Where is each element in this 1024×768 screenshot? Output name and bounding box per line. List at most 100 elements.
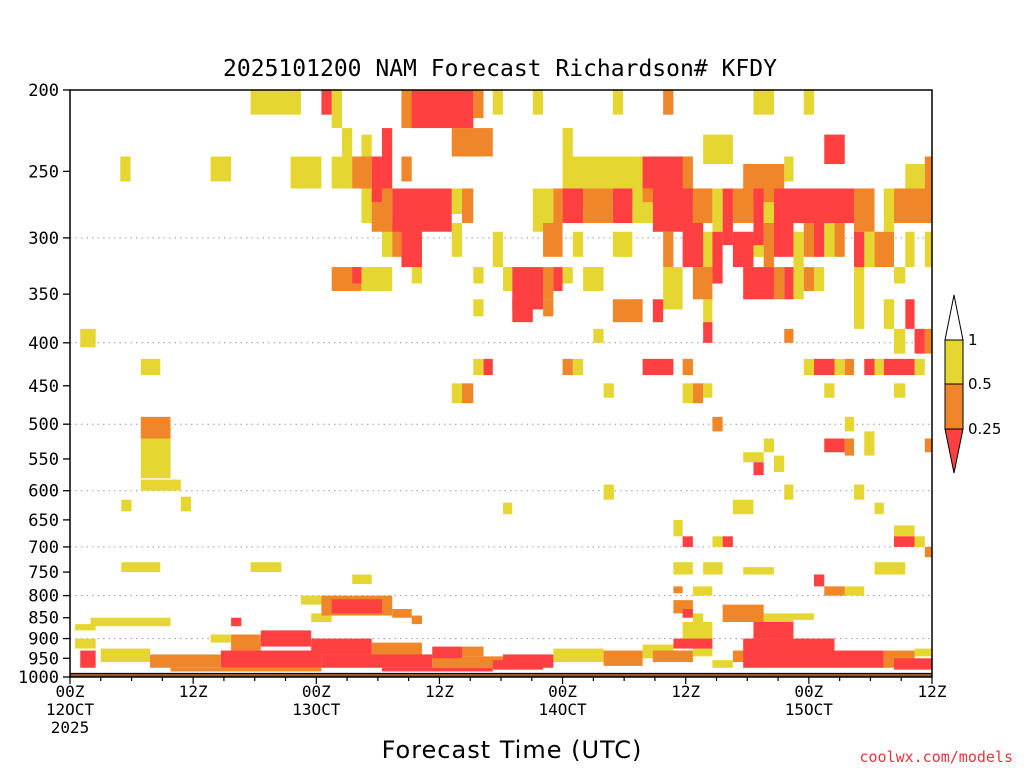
ri-cell bbox=[572, 231, 584, 257]
x-tick-label: 12OCT bbox=[46, 700, 95, 719]
ri-cell bbox=[732, 188, 754, 223]
ri-cell bbox=[682, 609, 693, 618]
ri-cell bbox=[793, 231, 804, 268]
ri-cell bbox=[642, 358, 674, 376]
ri-cell bbox=[753, 462, 764, 476]
ri-cell bbox=[543, 222, 563, 257]
y-tick-label: 650 bbox=[28, 511, 59, 531]
ri-cell bbox=[411, 90, 474, 129]
ri-cell bbox=[462, 383, 474, 404]
ri-cell bbox=[381, 667, 493, 672]
ri-cell bbox=[352, 267, 362, 284]
ri-cell bbox=[763, 222, 774, 268]
ri-cell bbox=[543, 267, 554, 300]
ri-cell bbox=[703, 322, 713, 343]
ri-cell bbox=[451, 383, 463, 404]
ri-cell bbox=[532, 188, 554, 232]
ri-cell bbox=[75, 638, 96, 649]
ri-cell bbox=[80, 650, 96, 668]
ri-cell bbox=[210, 156, 232, 182]
ri-cell bbox=[753, 90, 774, 115]
ri-cell bbox=[773, 267, 785, 300]
ri-cell bbox=[883, 299, 895, 329]
ri-cell bbox=[924, 231, 932, 268]
y-tick-label: 350 bbox=[28, 285, 59, 305]
ri-cell bbox=[562, 188, 584, 223]
ri-cell bbox=[352, 574, 372, 585]
ri-cell bbox=[120, 156, 131, 182]
ri-cell bbox=[140, 416, 171, 439]
ri-cell bbox=[473, 267, 484, 284]
ri-cell bbox=[220, 650, 322, 668]
ri-cell bbox=[411, 267, 422, 284]
ri-cell bbox=[451, 222, 463, 257]
ri-cell bbox=[803, 90, 814, 115]
ri-cell bbox=[854, 188, 875, 232]
y-tick-label: 400 bbox=[28, 334, 59, 354]
ri-cell bbox=[692, 613, 704, 622]
ri-cell bbox=[703, 383, 713, 398]
ri-cell bbox=[824, 383, 835, 398]
ri-cell bbox=[361, 134, 372, 165]
ri-cell bbox=[250, 90, 301, 115]
ri-cell bbox=[652, 299, 664, 323]
ri-cell bbox=[180, 496, 192, 512]
legend-swatch bbox=[944, 339, 964, 385]
ri-cell bbox=[803, 358, 814, 376]
ri-cell bbox=[874, 358, 884, 376]
ri-cell bbox=[743, 267, 774, 300]
ri-cell bbox=[813, 358, 835, 376]
ri-cell bbox=[492, 660, 544, 670]
ri-cell bbox=[381, 222, 393, 257]
ri-cell bbox=[844, 586, 865, 596]
ri-cell bbox=[411, 615, 422, 625]
ri-cell bbox=[562, 128, 573, 157]
ri-cell bbox=[864, 358, 875, 376]
y-tick-label: 950 bbox=[28, 649, 59, 669]
ri-cell bbox=[834, 650, 884, 668]
ri-cell bbox=[572, 358, 584, 376]
legend-label: 0.25 bbox=[968, 420, 1001, 438]
ri-cell bbox=[722, 536, 733, 547]
ri-cell bbox=[743, 567, 774, 575]
ri-cell bbox=[231, 634, 261, 651]
ri-cell bbox=[503, 267, 513, 291]
ri-cell bbox=[924, 546, 932, 558]
ri-cell bbox=[392, 222, 402, 257]
ri-cell bbox=[763, 613, 794, 622]
ri-cell bbox=[712, 188, 723, 232]
ri-cell bbox=[784, 328, 794, 343]
y-tick-label: 1000 bbox=[18, 668, 59, 688]
x-axis-title: Forecast Time (UTC) bbox=[382, 736, 643, 764]
ri-cell bbox=[260, 630, 312, 647]
ri-cell bbox=[331, 90, 342, 129]
legend-swatch bbox=[944, 383, 964, 430]
ri-cell bbox=[712, 536, 723, 547]
ri-cell bbox=[603, 484, 614, 500]
ri-cell bbox=[854, 231, 865, 268]
ri-cell bbox=[562, 267, 573, 284]
y-tick-label: 250 bbox=[28, 162, 59, 182]
ri-cell bbox=[924, 328, 932, 354]
ri-cell bbox=[864, 431, 875, 456]
ri-cell bbox=[492, 90, 504, 115]
ri-cell bbox=[703, 299, 713, 329]
ri-cell bbox=[914, 648, 932, 657]
ri-cell bbox=[894, 383, 906, 398]
ri-cell bbox=[553, 267, 563, 291]
color-legend: 1 0.5 0.25 bbox=[944, 294, 1001, 474]
ri-cell bbox=[432, 656, 504, 668]
ri-cell bbox=[894, 328, 906, 354]
ri-cell bbox=[743, 452, 764, 463]
ri-cell bbox=[583, 267, 604, 291]
ri-cell bbox=[894, 658, 932, 670]
chart-title: 2025101200 NAM Forecast Richardson# KFDY bbox=[223, 56, 777, 82]
y-tick-label: 200 bbox=[28, 81, 59, 101]
ri-cell bbox=[732, 231, 754, 268]
ri-cell bbox=[593, 328, 604, 343]
legend-label: 0.5 bbox=[968, 375, 992, 393]
ri-cell bbox=[703, 562, 723, 575]
ri-cell bbox=[905, 231, 915, 268]
y-tick-label: 300 bbox=[28, 229, 59, 249]
ri-cell bbox=[784, 484, 794, 500]
